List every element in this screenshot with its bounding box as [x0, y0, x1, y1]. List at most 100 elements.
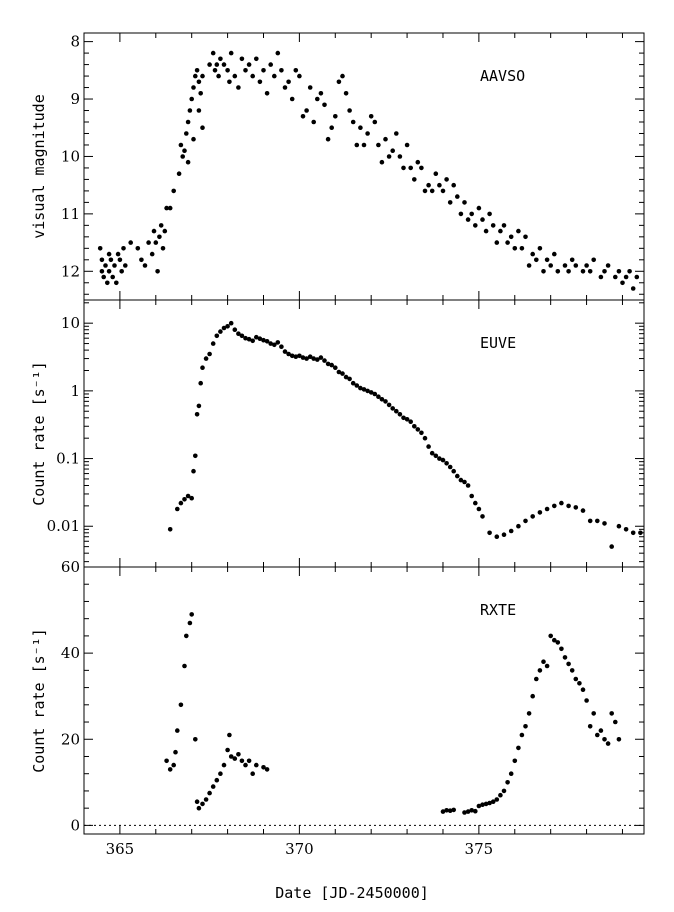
- data-point: [451, 807, 457, 813]
- data-point: [300, 114, 306, 119]
- data-point: [336, 369, 342, 375]
- data-point: [196, 79, 202, 85]
- data-point: [200, 125, 205, 130]
- data-point: [333, 114, 338, 119]
- x-tick-label: 370: [285, 840, 314, 858]
- data-point: [225, 324, 230, 329]
- data-point: [101, 274, 106, 280]
- data-point: [239, 56, 245, 62]
- data-point: [598, 728, 604, 733]
- data-point: [422, 435, 428, 441]
- data-point: [250, 73, 255, 79]
- data-point: [232, 327, 238, 333]
- data-point: [548, 633, 553, 639]
- data-point: [573, 505, 579, 510]
- data-point: [293, 354, 299, 360]
- y-tick-label: 20: [61, 730, 80, 748]
- data-point: [175, 506, 180, 512]
- data-point: [325, 361, 331, 367]
- data-point: [275, 50, 281, 56]
- data-point: [243, 68, 248, 73]
- data-point: [490, 799, 496, 804]
- data-point: [108, 257, 114, 263]
- data-point: [207, 62, 212, 67]
- data-point: [193, 73, 198, 79]
- data-point: [530, 693, 535, 699]
- data-point: [347, 376, 352, 382]
- data-point: [239, 333, 245, 339]
- data-point: [394, 131, 399, 136]
- data-point: [193, 737, 198, 742]
- data-point: [300, 355, 306, 360]
- data-point: [198, 91, 203, 96]
- plot-frame: [83, 32, 645, 301]
- data-point: [627, 269, 632, 274]
- data-point: [508, 771, 514, 776]
- data-point: [404, 142, 410, 148]
- data-point: [505, 240, 510, 245]
- data-point: [386, 154, 392, 159]
- data-point: [164, 758, 169, 764]
- data-point: [187, 620, 193, 626]
- data-point: [376, 394, 381, 400]
- data-point: [315, 357, 320, 362]
- data-point: [180, 154, 185, 159]
- data-point: [465, 217, 471, 222]
- data-point: [613, 719, 618, 725]
- data-point: [261, 765, 266, 770]
- y-axis-label: Count rate [s⁻¹]: [30, 361, 48, 506]
- data-point: [587, 269, 593, 274]
- data-point: [236, 85, 241, 90]
- data-point: [99, 269, 105, 274]
- data-point: [541, 659, 546, 664]
- data-point: [429, 188, 435, 194]
- data-point: [196, 108, 202, 113]
- data-point: [630, 530, 636, 536]
- data-point: [257, 79, 263, 85]
- data-point: [110, 274, 115, 280]
- data-point: [473, 808, 478, 814]
- data-point: [279, 68, 284, 73]
- data-point: [272, 73, 277, 79]
- data-point: [185, 159, 191, 165]
- data-point: [433, 453, 439, 459]
- data-point: [372, 391, 378, 397]
- data-point: [167, 527, 173, 532]
- data-point: [562, 655, 568, 660]
- data-point: [343, 91, 349, 96]
- data-point: [185, 119, 191, 125]
- panel-label: AAVSO: [480, 67, 525, 85]
- data-point: [455, 194, 460, 199]
- data-point: [501, 532, 507, 537]
- data-point: [616, 523, 622, 529]
- data-point: [458, 211, 464, 217]
- data-point: [566, 269, 571, 274]
- data-point: [340, 73, 345, 79]
- data-point: [350, 380, 356, 386]
- data-point: [304, 356, 309, 361]
- panel-label: RXTE: [480, 601, 516, 619]
- data-point: [501, 223, 507, 228]
- data-point: [447, 808, 453, 813]
- data-point: [253, 334, 259, 340]
- data-point: [228, 320, 234, 326]
- data-point: [243, 762, 248, 768]
- y-tick-label: 12: [61, 262, 80, 280]
- plot-frame: [83, 566, 645, 835]
- data-point: [519, 246, 525, 251]
- data-point: [458, 477, 464, 483]
- data-point: [157, 234, 162, 240]
- data-point: [544, 663, 550, 669]
- data-point: [480, 802, 485, 807]
- data-point: [609, 544, 614, 549]
- data-point: [311, 356, 317, 361]
- data-point: [182, 148, 187, 153]
- data-point: [264, 339, 270, 344]
- data-point: [307, 85, 313, 90]
- data-point: [246, 336, 252, 342]
- y-axis-label: Count rate [s⁻¹]: [30, 628, 48, 773]
- data-point: [225, 747, 230, 753]
- data-point: [297, 353, 302, 359]
- data-point: [322, 358, 327, 363]
